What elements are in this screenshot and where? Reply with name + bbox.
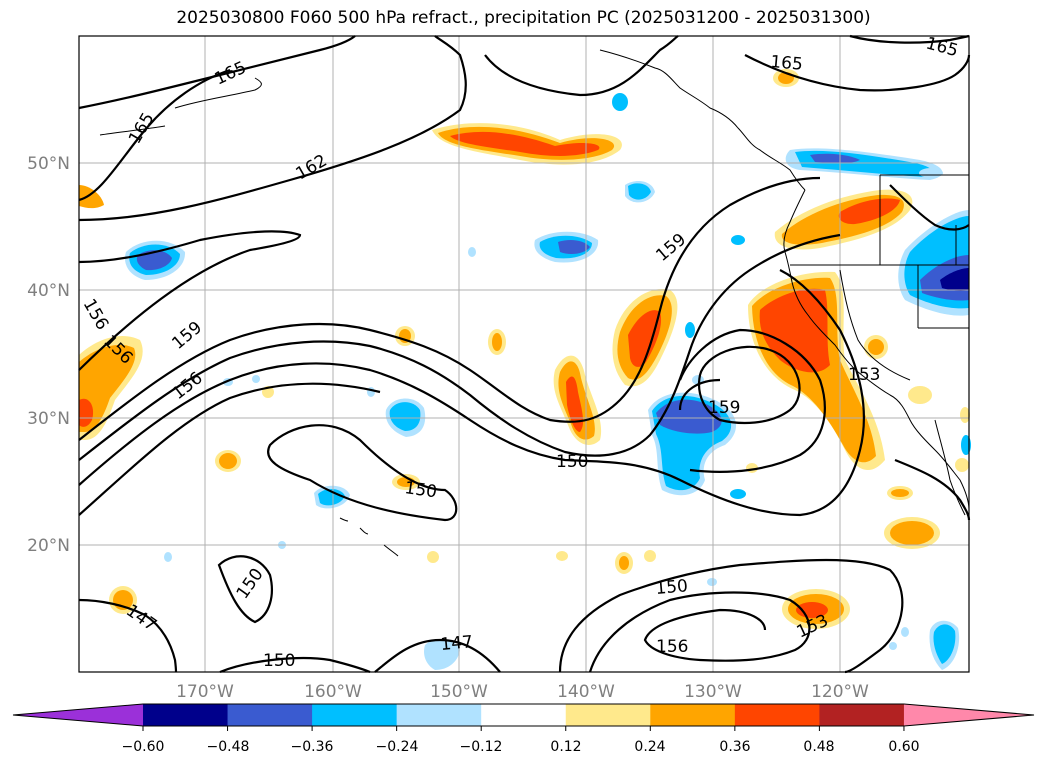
colorbar: [12, 703, 1035, 731]
contour-label: 150: [556, 452, 588, 472]
colorbar-ticks: −0.60 −0.48 −0.36 −0.24 −0.12 0.12 0.24 …: [122, 739, 920, 755]
map-frame: [78, 35, 970, 673]
lon-label: 160°W: [304, 682, 362, 702]
lat-label: 50°N: [27, 154, 70, 174]
colorbar-extend-low: [13, 704, 143, 726]
lat-label: 30°N: [27, 409, 70, 429]
colorbar-tick-label: −0.36: [291, 739, 334, 755]
refractivity-contours: [78, 34, 971, 674]
colorbar-tick-label: −0.24: [376, 739, 419, 755]
colorbar-segment: [734, 704, 820, 726]
contour-label: 150: [403, 478, 438, 502]
contour-label: 159: [708, 398, 740, 418]
contour-label: 165: [770, 52, 804, 75]
lon-label: 120°W: [811, 682, 869, 702]
longitude-labels: 170°W 160°W 150°W 140°W 130°W 120°W: [176, 682, 869, 702]
colorbar-segment: [481, 704, 567, 726]
colorbar-segment: [312, 704, 398, 726]
colorbar-tick-label: −0.60: [122, 739, 165, 755]
colorbar-segment: [650, 704, 736, 726]
colorbar-tick-label: 0.60: [888, 739, 919, 755]
colorbar-segment: [819, 704, 905, 726]
colorbar-tick-label: −0.48: [207, 739, 250, 755]
latitude-labels: 50°N 40°N 30°N 20°N: [27, 154, 70, 556]
lon-label: 170°W: [176, 682, 234, 702]
colorbar-segment: [396, 704, 482, 726]
contour-label: 150: [263, 651, 295, 671]
contour-label: 156: [656, 637, 688, 657]
colorbar-segment: [565, 704, 651, 726]
contour-label: 153: [848, 365, 880, 385]
contour-label: 150: [655, 576, 689, 599]
colorbar-tick-label: −0.12: [460, 739, 503, 755]
map-title: 2025030800 F060 500 hPa refract., precip…: [176, 8, 871, 28]
contour-label: 147: [440, 632, 474, 655]
lon-label: 140°W: [557, 682, 615, 702]
colorbar-segment: [227, 704, 313, 726]
colorbar-tick-label: 0.48: [803, 739, 834, 755]
coastlines: [99, 49, 970, 557]
colorbar-tick-label: 0.24: [634, 739, 665, 755]
lon-label: 150°W: [430, 682, 488, 702]
colorbar-tick-label: 0.12: [550, 739, 581, 755]
colorbar-extend-high: [903, 704, 1034, 726]
lat-label: 40°N: [27, 281, 70, 301]
lat-label: 20°N: [27, 536, 70, 556]
colorbar-segment: [143, 704, 229, 726]
precip-shading: [79, 69, 971, 670]
colorbar-tick-label: 0.36: [719, 739, 750, 755]
graticule: [79, 36, 969, 672]
lon-label: 130°W: [684, 682, 742, 702]
